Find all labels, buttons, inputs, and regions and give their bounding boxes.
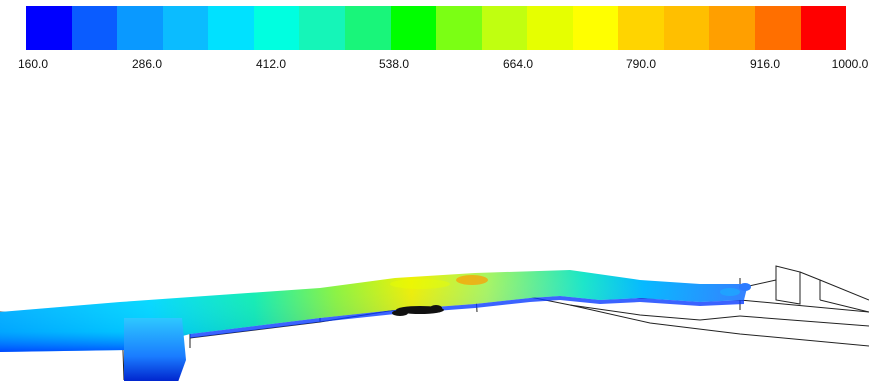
legend-swatch [481,6,528,50]
color-legend-bar [26,6,847,50]
legend-swatch [253,6,300,50]
legend-swatch [755,6,801,50]
legend-tick-label: 538.0 [378,57,410,71]
dark-particles [392,305,444,316]
legend-swatch [663,6,710,50]
legend-swatch [390,6,437,50]
legend-swatch [709,6,755,50]
color-legend-ticks: 160.0 286.0 412.0 538.0 664.0 790.0 916.… [0,57,869,73]
flow-drop-shaft [124,318,186,381]
legend-tick-label: 1000.0 [831,57,869,71]
legend-swatch [618,6,664,50]
legend-swatch [800,6,847,50]
legend-swatch [572,6,619,50]
legend-swatch [299,6,345,50]
legend-swatch [117,6,163,50]
legend-tick-label: 160.0 [17,57,49,71]
legend-swatch [26,6,72,50]
legend-tick-label: 286.0 [131,57,163,71]
flow-band [0,270,748,352]
legend-swatch [162,6,209,50]
legend-tick-label: 916.0 [749,57,781,71]
legend-swatch [527,6,573,50]
legend-swatch [436,6,482,50]
legend-swatch [208,6,254,50]
legend-tick-label: 664.0 [502,57,534,71]
legend-swatch [344,6,391,50]
outlet-splash [720,283,751,296]
legend-tick-label: 412.0 [255,57,287,71]
legend-swatch [71,6,118,50]
legend-tick-label: 790.0 [625,57,657,71]
